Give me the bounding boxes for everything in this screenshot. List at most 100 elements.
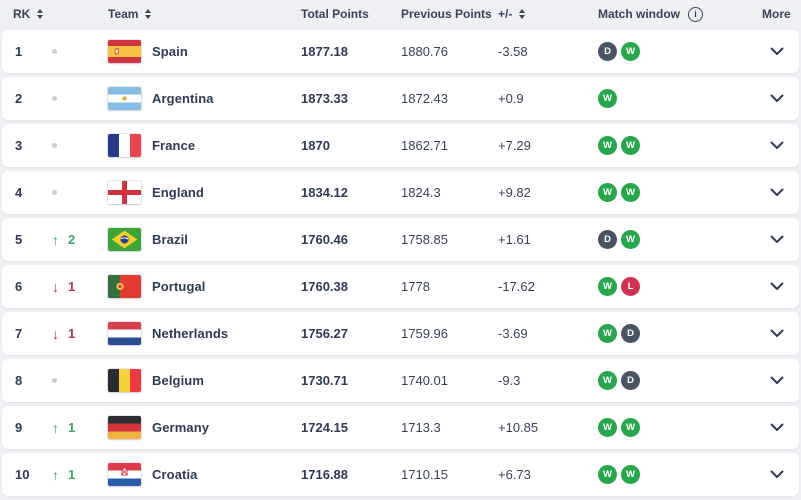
rank-movement-value: 1 bbox=[68, 467, 76, 482]
table-row[interactable]: 2 Argentina 1873.33 1872.43 +0.9 W bbox=[2, 77, 799, 120]
chevron-down-icon[interactable] bbox=[768, 278, 786, 295]
rank-movement bbox=[40, 49, 108, 54]
previous-points-value: 1824.3 bbox=[401, 185, 441, 200]
previous-points-value: 1759.96 bbox=[401, 326, 448, 341]
info-icon[interactable]: i bbox=[688, 6, 703, 22]
chevron-down-icon[interactable] bbox=[768, 325, 786, 342]
rank-number: 1 bbox=[15, 44, 23, 59]
flag-france-icon bbox=[108, 134, 141, 157]
chevron-down-icon[interactable] bbox=[768, 231, 786, 248]
win-badge: W bbox=[621, 418, 640, 437]
sort-arrows-icon bbox=[145, 9, 152, 19]
sort-arrows-icon bbox=[519, 9, 526, 19]
chevron-down-icon[interactable] bbox=[768, 137, 786, 154]
team-name: Germany bbox=[152, 420, 210, 435]
points-change-value: +6.73 bbox=[498, 467, 531, 482]
rank-up-icon: ↑ bbox=[52, 419, 59, 436]
rank-unchanged-icon bbox=[52, 190, 57, 195]
column-header-previous-points-label: Previous Points bbox=[401, 7, 492, 21]
flag-spain-icon bbox=[108, 40, 141, 63]
column-header-match-window: Match window i bbox=[598, 6, 762, 22]
flag-brazil-icon bbox=[108, 228, 141, 251]
points-change-value: -17.62 bbox=[498, 279, 535, 294]
rank-movement: ↑ 1 bbox=[40, 467, 108, 482]
total-points-value: 1877.18 bbox=[301, 44, 348, 59]
total-points-value: 1756.27 bbox=[301, 326, 348, 341]
rank-number: 8 bbox=[15, 373, 23, 388]
column-header-plus-minus-label: +/- bbox=[498, 7, 513, 21]
column-header-more: More bbox=[762, 7, 801, 21]
chevron-down-icon[interactable] bbox=[768, 184, 786, 201]
previous-points-value: 1758.85 bbox=[401, 232, 448, 247]
rank-movement bbox=[40, 96, 108, 101]
points-change-value: -3.69 bbox=[498, 326, 528, 341]
rank-movement-value: 1 bbox=[68, 420, 76, 435]
rank-movement bbox=[40, 378, 108, 383]
team-name: Netherlands bbox=[152, 326, 229, 341]
team-name: France bbox=[152, 138, 196, 153]
column-header-team[interactable]: Team bbox=[108, 7, 301, 21]
rank-down-icon: ↓ bbox=[52, 325, 59, 342]
win-badge: W bbox=[598, 183, 617, 202]
total-points-value: 1870 bbox=[301, 138, 330, 153]
previous-points-value: 1740.01 bbox=[401, 373, 448, 388]
points-change-value: -3.58 bbox=[498, 44, 528, 59]
column-header-team-label: Team bbox=[108, 7, 139, 21]
chevron-down-icon[interactable] bbox=[768, 466, 786, 483]
rank-movement-value: 2 bbox=[68, 232, 76, 247]
column-header-plus-minus[interactable]: +/- bbox=[498, 7, 598, 21]
table-header: RK Team Total Points Previous Points +/-… bbox=[0, 0, 801, 28]
win-badge: W bbox=[621, 465, 640, 484]
win-badge: W bbox=[621, 230, 640, 249]
flag-argentina-icon bbox=[108, 87, 141, 110]
team-name: Argentina bbox=[152, 91, 214, 106]
rank-number: 4 bbox=[15, 185, 23, 200]
rank-number: 9 bbox=[15, 420, 23, 435]
win-badge: W bbox=[598, 465, 617, 484]
team-name: Croatia bbox=[152, 467, 198, 482]
win-badge: W bbox=[598, 324, 617, 343]
team-name: England bbox=[152, 185, 204, 200]
points-change-value: +7.29 bbox=[498, 138, 531, 153]
sort-arrows-icon bbox=[37, 9, 44, 19]
flag-netherlands-icon bbox=[108, 322, 141, 345]
total-points-value: 1716.88 bbox=[301, 467, 348, 482]
column-header-total-points-label: Total Points bbox=[301, 7, 369, 21]
rank-movement bbox=[40, 143, 108, 148]
rank-movement: ↓ 1 bbox=[40, 326, 108, 341]
column-header-rk[interactable]: RK bbox=[0, 7, 44, 21]
points-change-value: +9.82 bbox=[498, 185, 531, 200]
flag-belgium-icon bbox=[108, 369, 141, 392]
team-name: Spain bbox=[152, 44, 188, 59]
rank-number: 7 bbox=[15, 326, 23, 341]
chevron-down-icon[interactable] bbox=[768, 372, 786, 389]
previous-points-value: 1872.43 bbox=[401, 91, 448, 106]
total-points-value: 1873.33 bbox=[301, 91, 348, 106]
chevron-down-icon[interactable] bbox=[768, 419, 786, 436]
rank-number: 5 bbox=[15, 232, 23, 247]
flag-portugal-icon bbox=[108, 275, 141, 298]
chevron-down-icon[interactable] bbox=[768, 90, 786, 107]
win-badge: W bbox=[621, 136, 640, 155]
column-header-rk-label: RK bbox=[13, 7, 31, 21]
total-points-value: 1730.71 bbox=[301, 373, 348, 388]
rank-number: 3 bbox=[15, 138, 23, 153]
flag-germany-icon bbox=[108, 416, 141, 439]
table-row[interactable]: 7 ↓ 1 Netherlands 1756.27 1759.96 -3.69 W… bbox=[2, 312, 799, 355]
chevron-down-icon[interactable] bbox=[768, 43, 786, 60]
